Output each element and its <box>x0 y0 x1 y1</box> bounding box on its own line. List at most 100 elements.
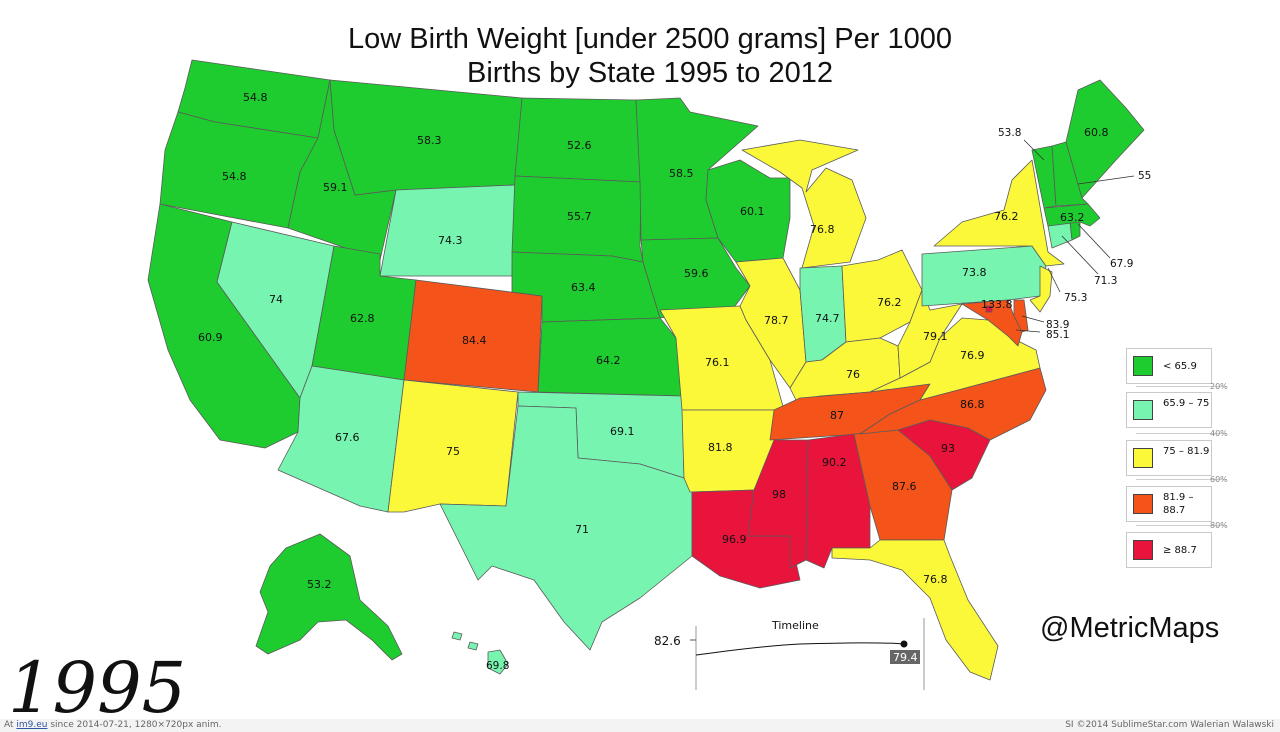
label-ME: 60.8 <box>1084 126 1109 139</box>
footer-link[interactable]: im9.eu <box>16 720 48 730</box>
timeline-chart: Timeline 82.6 79.4 <box>654 618 925 690</box>
label-RI: 67.9 <box>1110 258 1133 270</box>
state-IL[interactable] <box>735 257 807 389</box>
label-WY: 74.3 <box>438 234 463 247</box>
label-TN: 87 <box>830 409 844 422</box>
label-MO: 76.1 <box>705 356 730 369</box>
title-line-2: Births by State 1995 to 2012 <box>467 57 833 89</box>
label-NY: 76.2 <box>994 210 1019 223</box>
state-TX[interactable] <box>439 405 693 651</box>
state-NJ[interactable] <box>1029 265 1053 313</box>
label-AK: 53.2 <box>307 578 332 591</box>
label-WA: 54.8 <box>243 91 268 104</box>
label-KS: 64.2 <box>596 354 621 367</box>
footer-right: SI ©2014 SublimeStar.com Walerian Walaws… <box>1065 720 1274 730</box>
label-MS: 98 <box>772 488 786 501</box>
state-IA[interactable] <box>640 237 751 319</box>
legend-swatch <box>1133 448 1153 468</box>
timeline-title: Timeline <box>771 619 819 632</box>
title-line-1: Low Birth Weight [under 2500 grams] Per … <box>348 23 952 55</box>
state-NY[interactable] <box>933 159 1065 267</box>
footer: At im9.eu since 2014-07-21, 1280×720px a… <box>0 719 1280 732</box>
state-WI[interactable] <box>705 159 791 263</box>
legend-swatch <box>1133 400 1153 420</box>
state-MD[interactable] <box>961 299 1023 347</box>
label-NM: 75 <box>446 445 460 458</box>
label-OK: 69.1 <box>610 425 635 438</box>
legend-label: ≥ 88.7 <box>1163 545 1197 556</box>
legend-label: 65.9 – 75 <box>1163 398 1210 409</box>
label-MA: 63.2 <box>1060 211 1085 224</box>
legend-divider <box>1136 386 1226 387</box>
legend-divider <box>1136 525 1226 526</box>
label-UT: 62.8 <box>350 312 375 325</box>
label-VA: 76.9 <box>960 349 985 362</box>
label-NH: 55 <box>1138 170 1151 182</box>
timeline-current-box <box>890 650 920 664</box>
state-WY[interactable] <box>379 184 516 277</box>
legend-item: 81.9 – 88.7 <box>1126 486 1212 522</box>
label-MD: 85.1 <box>1046 329 1069 341</box>
label-NV: 74 <box>269 293 283 306</box>
footer-prefix: At <box>4 720 17 730</box>
label-PA: 73.8 <box>962 266 987 279</box>
label-CO: 84.4 <box>462 334 487 347</box>
legend-percent: 20% <box>1210 382 1228 391</box>
state-HI-small <box>451 631 463 641</box>
legend-percent: 40% <box>1210 429 1228 438</box>
label-VT: 53.8 <box>998 127 1021 139</box>
leader-lines <box>1015 139 1135 333</box>
label-ND: 52.6 <box>567 139 592 152</box>
legend-item: 65.9 – 75 <box>1126 392 1212 428</box>
footer-rest: since 2014-07-21, 1280×720px anim. <box>47 720 222 730</box>
legend-label: < 65.9 <box>1163 361 1197 372</box>
label-OH: 76.2 <box>877 296 902 309</box>
label-IA: 59.6 <box>684 267 709 280</box>
label-WV: 79.1 <box>923 330 948 343</box>
label-OR: 54.8 <box>222 170 247 183</box>
legend-label: 75 – 81.9 <box>1163 446 1210 457</box>
timeline-current-dot <box>900 640 908 648</box>
legend-item: < 65.9 <box>1126 348 1212 384</box>
label-CT: 71.3 <box>1094 275 1117 287</box>
label-NE: 63.4 <box>571 281 596 294</box>
legend-swatch <box>1133 540 1153 560</box>
label-LA: 96.9 <box>722 533 747 546</box>
label-TX: 71 <box>575 523 589 536</box>
footer-left: At im9.eu since 2014-07-21, 1280×720px a… <box>4 719 222 732</box>
label-SC: 93 <box>941 442 955 455</box>
label-AR: 81.8 <box>708 441 733 454</box>
label-CA: 60.9 <box>198 331 223 344</box>
year-label: 1995 <box>8 647 187 729</box>
legend-divider <box>1136 433 1226 434</box>
legend-swatch <box>1133 356 1153 376</box>
timeline-current-value: 79.4 <box>893 651 918 664</box>
state-MI[interactable] <box>741 139 867 269</box>
state-NH[interactable] <box>1051 141 1089 207</box>
label-MT: 58.3 <box>417 134 442 147</box>
label-ID: 59.1 <box>323 181 348 194</box>
state-HI[interactable] <box>487 649 509 675</box>
label-MI: 76.8 <box>810 223 835 236</box>
label-HI: 69.8 <box>486 660 509 672</box>
legend-item: ≥ 88.7 <box>1126 532 1212 568</box>
state-DC[interactable] <box>985 305 993 313</box>
label-NJ: 75.3 <box>1064 292 1087 304</box>
label-FL: 76.8 <box>923 573 948 586</box>
state-labels: 54.8 54.8 60.9 74 59.1 58.3 74.3 62.8 67… <box>198 91 1151 672</box>
label-SD: 55.7 <box>567 210 592 223</box>
label-AL: 90.2 <box>822 456 847 469</box>
state-HI-small2 <box>467 641 479 651</box>
label-WI: 60.1 <box>740 205 765 218</box>
author-handle: @MetricMaps <box>1040 612 1220 644</box>
label-NC: 86.8 <box>960 398 985 411</box>
map-title: Low Birth Weight [under 2500 grams] Per … <box>290 22 1010 90</box>
state-AK[interactable] <box>255 533 403 661</box>
legend-percent: 80% <box>1210 521 1228 530</box>
label-IN: 74.7 <box>815 312 840 325</box>
label-DE: 83.9 <box>1046 319 1069 331</box>
state-ME[interactable] <box>1065 79 1145 199</box>
state-FL[interactable] <box>831 539 999 681</box>
timeline-line <box>695 642 905 656</box>
